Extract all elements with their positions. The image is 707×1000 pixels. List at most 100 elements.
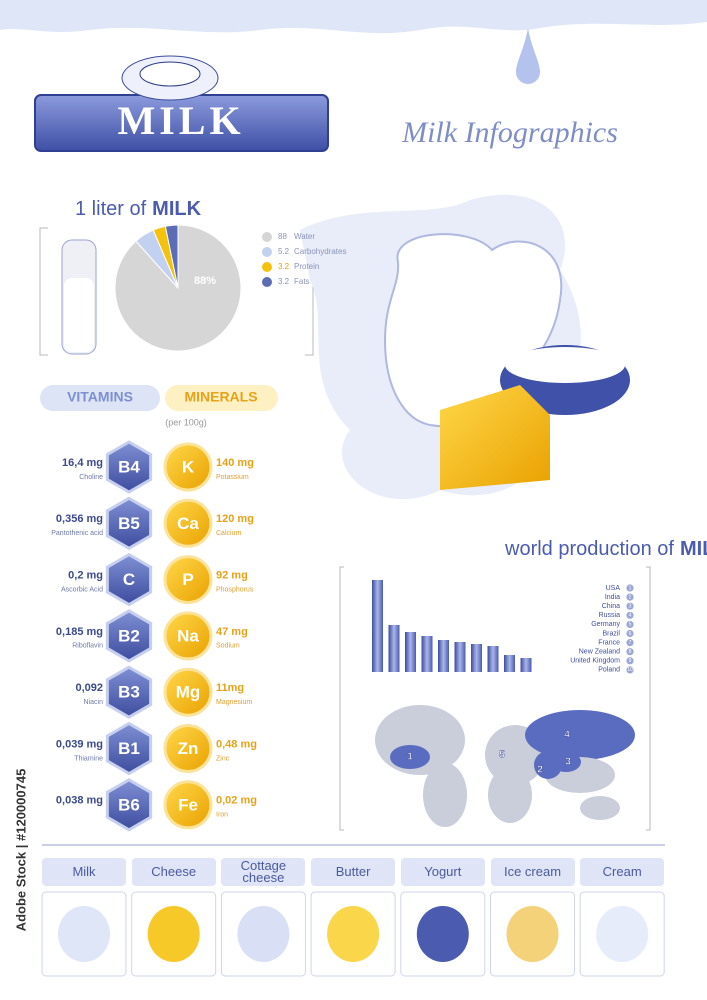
bar (520, 658, 532, 672)
rank-badge (626, 584, 634, 592)
subtitle: Milk Infographics (401, 116, 618, 149)
mineral-code: K (182, 457, 195, 476)
mineral-coin (163, 667, 213, 717)
legend-swatch (262, 232, 272, 242)
cheese (440, 385, 550, 490)
bar-category: Brazil (602, 630, 620, 637)
cottage-cheese (505, 347, 625, 383)
mineral-code: Mg (176, 683, 201, 702)
legend-label: Water (294, 232, 315, 241)
minerals-label: MINERALS (184, 389, 257, 405)
milk-wave (0, 0, 707, 34)
vitamin-amount: 0,092 (75, 682, 103, 694)
rank-number: 4 (629, 613, 632, 619)
mineral-coin (163, 442, 213, 492)
rank-badge (626, 629, 634, 638)
vitamin-hex (105, 778, 153, 832)
mineral-coin (163, 498, 213, 548)
mineral-code: Ca (177, 514, 199, 533)
vitamin-hex (105, 496, 153, 551)
vitamin-code: C (123, 570, 135, 589)
rank-number: 10 (627, 667, 633, 673)
mineral-name: Potassium (216, 474, 249, 481)
product-icon (416, 906, 469, 962)
vitamin-name: Thiamine (74, 755, 103, 762)
mineral-coin (163, 611, 213, 661)
vitamin-amount: 0,039 mg (56, 738, 103, 750)
map-marker: 3 (565, 757, 571, 768)
mineral-code: Zn (178, 739, 199, 758)
map-marker: 5 (499, 750, 505, 761)
vitamins-pill (40, 385, 160, 411)
mineral-amount: 0,48 mg (216, 738, 257, 750)
rank-number: 6 (629, 631, 632, 637)
vitamin-hex (105, 552, 153, 607)
bar-category: United Kingdom (570, 658, 620, 665)
vitamin-amount: 0,038 mg (56, 795, 103, 807)
section-title: 1 liter of MILK (75, 198, 202, 220)
vitamin-code: B2 (118, 626, 140, 645)
bar-category: Russia (599, 612, 621, 619)
vitamin-amount: 0,2 mg (68, 570, 103, 582)
bar-category: Poland (598, 667, 620, 674)
legend-swatch (262, 247, 272, 257)
vitamin-hex (105, 721, 153, 776)
bar-category: Germany (591, 621, 620, 628)
title-emphasis: MILK (152, 198, 201, 220)
rank-badge (626, 666, 634, 674)
vitamin-code: B3 (118, 683, 140, 702)
mineral-name: Iron (216, 812, 228, 819)
section-title: world production of MILK (504, 538, 707, 560)
product-icon (58, 906, 110, 962)
vitamin-code: B1 (118, 739, 140, 758)
product-label: Ice cream (490, 858, 575, 886)
bar (421, 636, 433, 672)
vitamins-label: VITAMINS (67, 389, 133, 405)
map-marker: 2 (537, 765, 543, 776)
mineral-code: P (182, 570, 193, 589)
bar (504, 655, 515, 672)
bar-category: India (605, 594, 620, 601)
mineral-amount: 47 mg (216, 626, 248, 638)
product-icon (506, 906, 559, 962)
rank-number: 7 (629, 640, 632, 646)
rank-badge (626, 611, 634, 619)
product-label: Cheese (131, 858, 216, 886)
bar (405, 632, 416, 672)
legend-label: Fats (294, 277, 310, 286)
bar (454, 642, 466, 672)
rank-badge (626, 657, 634, 665)
product-icon (596, 906, 649, 962)
pie-slice (164, 224, 179, 289)
mineral-code: Fe (178, 795, 198, 814)
rank-badge (626, 639, 634, 647)
vitamin-code: B6 (118, 795, 140, 814)
vitamin-name: Choline (79, 474, 103, 481)
legend-value: 3.2 (278, 277, 290, 286)
vitamin-hex (105, 609, 153, 663)
rank-number: 9 (629, 658, 632, 664)
bottle-milk (64, 278, 94, 352)
title-text: world production of (504, 538, 674, 560)
rank-number: 1 (629, 585, 632, 591)
rank-number: 3 (629, 604, 632, 610)
title-emphasis: MILK (680, 538, 707, 560)
mineral-name: Zinc (216, 755, 230, 762)
mineral-amount: 11mg (216, 682, 244, 694)
cow (139, 61, 201, 87)
vitamin-hex (105, 665, 153, 719)
bar (372, 580, 383, 672)
mineral-name: Phosphorus (216, 586, 254, 593)
bar (438, 640, 449, 672)
mineral-amount: 92 mg (216, 570, 248, 582)
rank-badge (626, 620, 634, 629)
map-marker: 1 (407, 752, 413, 763)
bar-category: New Zealand (579, 649, 620, 656)
watermark: Adobe Stock | #120000745 (13, 769, 28, 932)
rank-number: 5 (629, 622, 632, 628)
mineral-coin (163, 780, 213, 830)
bar (471, 644, 482, 672)
product-label: Butter (311, 858, 396, 886)
